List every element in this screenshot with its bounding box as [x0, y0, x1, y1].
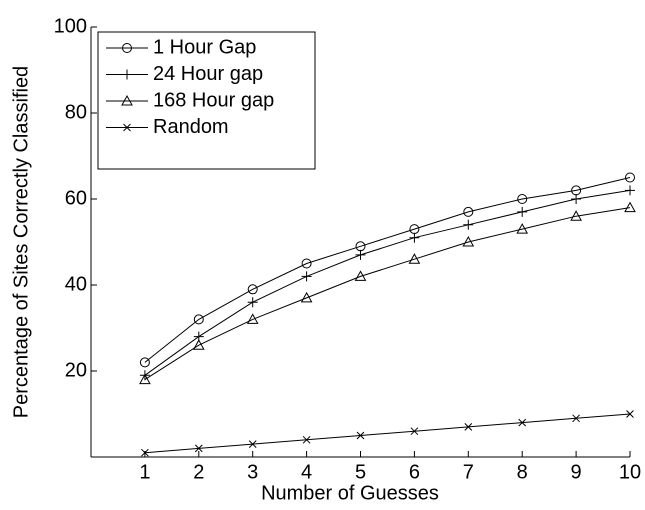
data-point [410, 427, 419, 436]
legend-label: 168 Hour gap [153, 89, 274, 111]
data-point [354, 270, 367, 281]
series-line [144, 189, 631, 376]
y-tick-label: 100 [54, 15, 87, 37]
series-line [144, 207, 631, 381]
x-tick-label: 8 [517, 461, 528, 483]
data-point [516, 223, 529, 234]
legend-marker [122, 43, 132, 53]
data-point [193, 314, 204, 325]
y-tick-label: 40 [65, 273, 87, 295]
data-point [408, 253, 421, 264]
data-point [463, 206, 474, 217]
data-point [139, 357, 150, 368]
data-point [409, 232, 420, 243]
data-point [139, 373, 151, 385]
legend-label: 24 Hour gap [153, 63, 263, 85]
series-line [144, 177, 631, 363]
data-point [572, 414, 580, 423]
data-point [248, 440, 257, 448]
x-tick-label: 4 [301, 461, 312, 483]
data-point [570, 210, 582, 221]
y-axis-label: Percentage of Sites Correctly Classified [10, 66, 32, 418]
data-point [625, 172, 635, 183]
legend-label: 1 Hour Gap [153, 36, 256, 58]
data-point [355, 249, 366, 260]
legend-marker [122, 69, 132, 80]
data-point [247, 297, 258, 308]
legend-marker [121, 94, 133, 106]
x-tick-label: 3 [247, 461, 258, 483]
data-point [194, 444, 203, 453]
y-tick-label: 80 [65, 101, 87, 123]
data-point [624, 201, 636, 213]
legend-marker [123, 123, 131, 132]
x-tick-label: 9 [571, 461, 582, 483]
data-point [464, 423, 473, 431]
data-point [141, 448, 149, 457]
data-point [462, 235, 475, 247]
data-point [192, 339, 205, 350]
data-point [300, 291, 313, 303]
data-point [625, 185, 635, 196]
data-point [463, 219, 474, 230]
legend-label: Random [153, 116, 229, 138]
y-tick-label: 20 [65, 359, 87, 381]
series-line [144, 413, 631, 454]
x-tick-label: 5 [355, 461, 366, 483]
x-tick-label: 10 [619, 461, 641, 483]
y-tick-label: 60 [65, 187, 87, 209]
data-point [356, 431, 365, 440]
data-point [246, 313, 259, 324]
x-tick-label: 2 [193, 461, 204, 483]
data-point [517, 206, 528, 217]
data-point [626, 410, 634, 418]
x-tick-label: 1 [139, 461, 150, 483]
data-point [301, 271, 312, 282]
data-point [571, 194, 582, 204]
x-axis-label: Number of Guesses [261, 482, 439, 504]
x-tick-label: 6 [409, 461, 420, 483]
x-tick-label: 7 [463, 461, 474, 483]
data-point [518, 418, 527, 427]
data-point [302, 435, 311, 444]
data-point [301, 258, 312, 269]
data-point [517, 194, 528, 204]
data-point [247, 284, 258, 295]
